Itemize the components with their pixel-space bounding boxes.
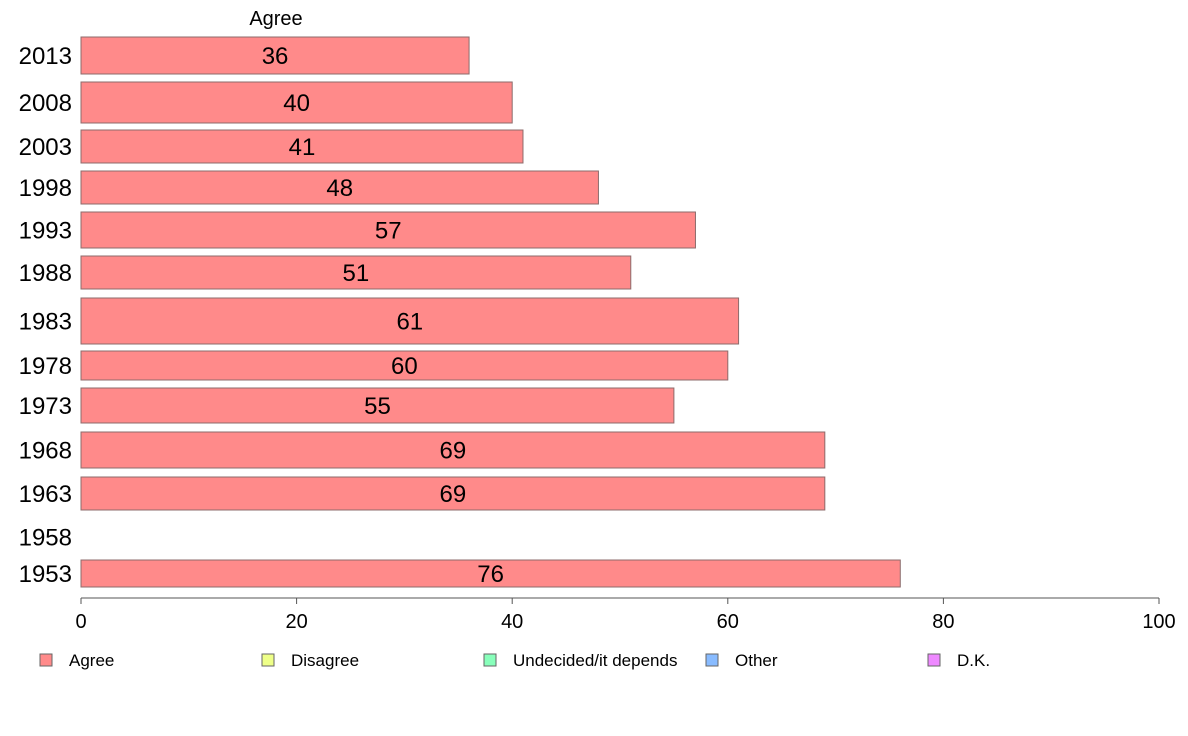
y-tick-label-1968: 1968 bbox=[19, 438, 72, 465]
y-tick-label-1958: 1958 bbox=[19, 525, 72, 552]
x-tick-label-0: 0 bbox=[75, 611, 86, 633]
legend-label-2: Undecided/it depends bbox=[513, 651, 677, 670]
legend-swatch-3 bbox=[705, 653, 719, 667]
y-tick-label-1973: 1973 bbox=[19, 393, 72, 420]
x-tick-label-100: 100 bbox=[1142, 611, 1175, 633]
bar-value-label-1983: 61 bbox=[396, 309, 423, 336]
bar-1953 bbox=[80, 559, 901, 588]
bar-value-label-2003: 41 bbox=[289, 134, 316, 161]
y-tick-label-1988: 1988 bbox=[19, 260, 72, 287]
y-tick-label-1993: 1993 bbox=[19, 218, 72, 245]
legend-label-0: Agree bbox=[69, 651, 114, 670]
legend-swatch-0 bbox=[39, 653, 53, 667]
legend-label-3: Other bbox=[735, 651, 778, 670]
legend-swatch-2 bbox=[483, 653, 497, 667]
y-tick-label-2003: 2003 bbox=[19, 134, 72, 161]
bar-1988 bbox=[80, 255, 632, 290]
legend-swatch-1 bbox=[261, 653, 275, 667]
bar-1998 bbox=[80, 170, 599, 205]
bar-value-label-1963: 69 bbox=[440, 481, 467, 508]
bar-1968 bbox=[80, 431, 826, 469]
bar-value-label-1978: 60 bbox=[391, 353, 418, 380]
y-tick-label-2008: 2008 bbox=[19, 90, 72, 117]
x-tick-label-80: 80 bbox=[932, 611, 954, 633]
bar-2003 bbox=[80, 129, 524, 164]
series-header-label: Agree bbox=[249, 8, 302, 30]
bar-1993 bbox=[80, 211, 696, 249]
bar-value-label-1998: 48 bbox=[326, 175, 353, 202]
y-tick-label-1983: 1983 bbox=[19, 309, 72, 336]
bar-1978 bbox=[80, 350, 729, 381]
bar-1963 bbox=[80, 476, 826, 511]
x-tick-label-40: 40 bbox=[501, 611, 523, 633]
bar-1973 bbox=[80, 387, 675, 424]
bar-2013 bbox=[80, 36, 470, 75]
x-tick-label-20: 20 bbox=[285, 611, 307, 633]
bar-value-label-2008: 40 bbox=[283, 90, 310, 117]
legend-label-4: D.K. bbox=[957, 651, 990, 670]
bar-value-label-1968: 69 bbox=[440, 438, 467, 465]
bar-value-label-2013: 36 bbox=[262, 43, 289, 70]
y-tick-label-1953: 1953 bbox=[19, 561, 72, 588]
y-tick-label-1998: 1998 bbox=[19, 175, 72, 202]
bar-value-label-1993: 57 bbox=[375, 218, 402, 245]
legend-label-1: Disagree bbox=[291, 651, 359, 670]
bar-value-label-1953: 76 bbox=[477, 561, 504, 588]
bar-2008 bbox=[80, 81, 513, 124]
y-tick-label-1963: 1963 bbox=[19, 481, 72, 508]
bar-value-label-1988: 51 bbox=[343, 260, 370, 287]
x-tick-label-60: 60 bbox=[717, 611, 739, 633]
bar-1983 bbox=[80, 297, 740, 345]
bar-value-label-1973: 55 bbox=[364, 393, 391, 420]
y-tick-label-1978: 1978 bbox=[19, 353, 72, 380]
legend-swatch-4 bbox=[927, 653, 941, 667]
y-tick-label-2013: 2013 bbox=[19, 43, 72, 70]
